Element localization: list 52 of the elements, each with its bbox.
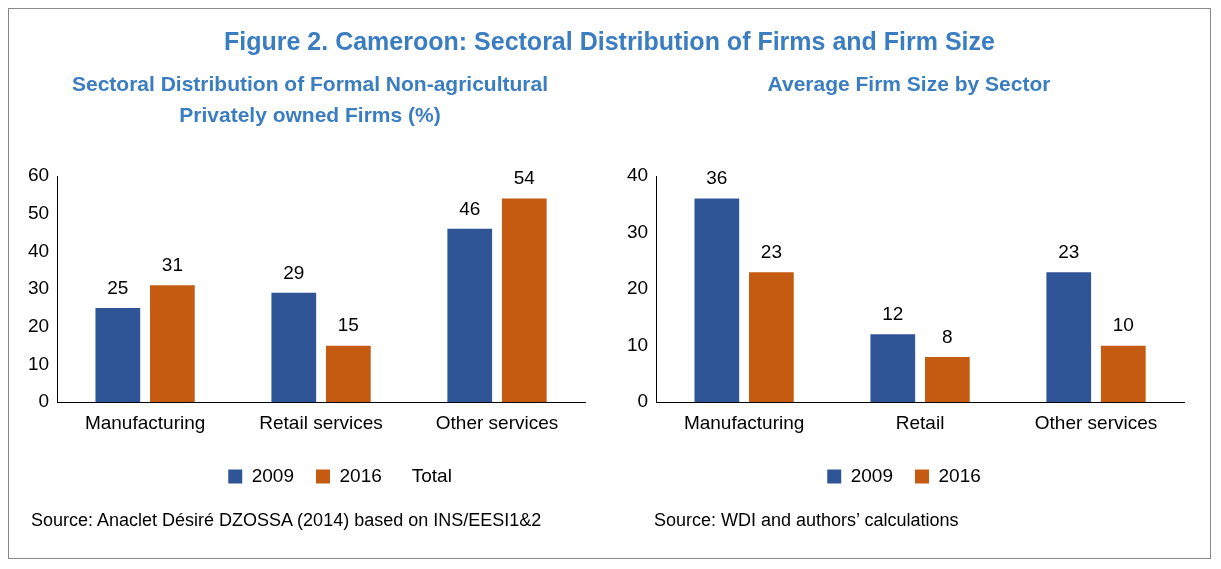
chart-subtitle: Sectoral Distribution of Formal Non-agricultural Privately owned Firms (%) [70,71,549,128]
chart-title: Figure 2. Cameroon: Sectoral Distribution of Firms and Firm Size [223,27,996,56]
data-label: 8 [942,325,953,347]
legend-label: 2016 [938,464,981,486]
legend-label: 2009 [251,464,295,486]
y-tick-label: 60 [27,164,50,186]
data-label: 23 [760,240,782,262]
data-label: 54 [513,167,536,189]
x-tick-label: Manufacturing [84,411,206,433]
y-tick-label: 0 [38,390,50,412]
bar [924,356,970,403]
bar [325,345,371,403]
y-tick-label: 30 [626,220,649,242]
bar [271,292,317,403]
data-label: 31 [161,254,183,276]
data-label: 29 [283,261,305,283]
y-tick-label: 40 [626,164,649,186]
legend-label: 2016 [339,464,382,486]
y-tick-label: 20 [27,315,50,337]
x-tick-label: Retail [895,411,945,433]
y-tick-label: 10 [27,352,50,374]
data-label: 46 [459,197,481,219]
bar [150,285,195,403]
legend-label: 2009 [850,464,894,486]
data-label: 25 [107,276,129,298]
bar [501,198,547,403]
text: Total [411,464,452,486]
bar [1100,345,1146,403]
x-tick-label: Other services [1034,411,1158,433]
data-label: 12 [882,303,904,325]
bar [749,272,794,403]
data-label: 23 [1058,240,1080,262]
y-tick-label: 40 [27,239,50,261]
y-tick-label: 0 [637,390,649,412]
chart-title: Average Firm Size by Sector [766,71,1052,97]
bar [447,228,493,403]
y-tick-label: 20 [626,277,649,299]
x-tick-label: Manufacturing [683,411,805,433]
data-label: 36 [706,167,728,189]
bar [1046,272,1092,403]
x-tick-label: Other services [435,411,559,433]
y-tick-label: 30 [27,277,50,299]
source-note: Source: Anaclet Désiré DZOSSA (2014) based on INS/EESI1&2 [30,510,543,531]
data-label: 15 [337,314,359,336]
data-label: 10 [1112,314,1134,336]
bar [694,198,740,403]
y-tick-label: 10 [626,333,649,355]
source-note: Source: WDI and authors’ calculations [653,510,960,531]
x-tick-label: Retail services [259,411,383,433]
bar [95,307,141,403]
bar [870,334,916,403]
y-tick-label: 50 [27,201,50,223]
